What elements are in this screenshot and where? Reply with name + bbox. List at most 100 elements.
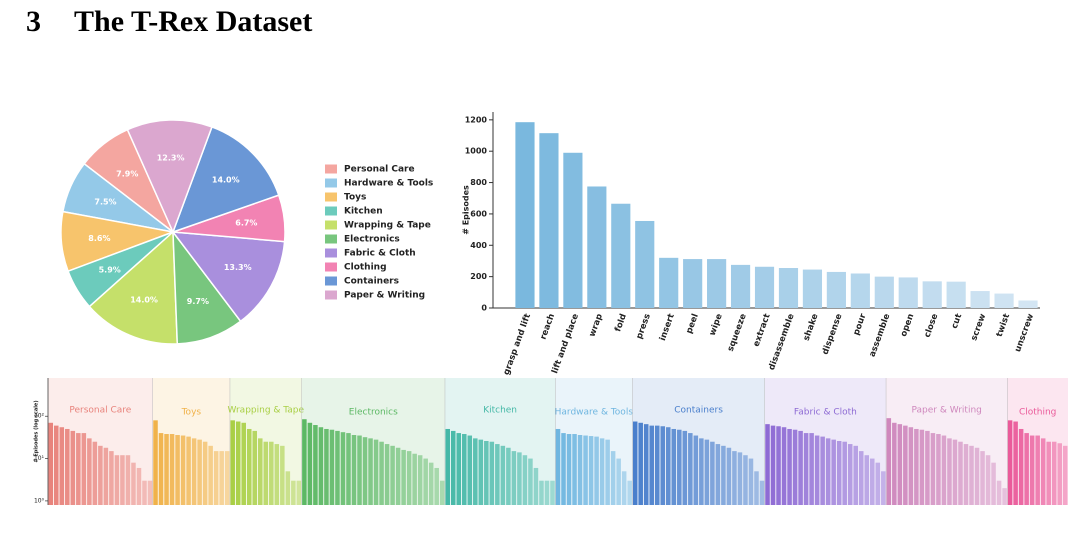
bar <box>428 462 434 505</box>
bar <box>814 435 820 505</box>
bar <box>495 444 500 505</box>
bar <box>919 429 925 505</box>
bar <box>269 441 274 505</box>
bar <box>285 471 291 505</box>
bar <box>659 257 679 308</box>
legend-label: Paper & Writing <box>344 291 425 301</box>
bar <box>936 434 941 505</box>
bar <box>131 462 136 505</box>
bar <box>994 293 1014 308</box>
bar <box>1018 300 1038 308</box>
bar <box>864 455 870 505</box>
bar <box>307 422 313 505</box>
bar <box>473 438 478 505</box>
bar <box>707 259 727 308</box>
legend-label: Fabric & Cloth <box>344 249 416 259</box>
x-tick-label: pour <box>852 312 869 337</box>
bar <box>627 480 632 505</box>
bar <box>946 281 966 308</box>
bar <box>710 441 715 505</box>
legend-swatch <box>325 276 337 286</box>
bar <box>164 434 169 505</box>
bar <box>175 435 180 505</box>
x-tick-label: shake <box>802 312 821 342</box>
bar <box>533 467 539 505</box>
bar <box>836 440 842 505</box>
bar <box>765 424 770 505</box>
bar <box>693 435 699 505</box>
slice-label: 9.7% <box>187 297 209 306</box>
bar <box>621 471 627 505</box>
bar <box>235 421 241 505</box>
bar <box>1002 488 1007 505</box>
bar <box>241 422 246 505</box>
pie-slice <box>171 126 280 234</box>
bar <box>952 439 958 505</box>
bar <box>875 462 881 505</box>
bar <box>406 451 412 505</box>
y-tick-label: 1200 <box>465 115 488 124</box>
bar <box>456 433 462 505</box>
legend-swatch <box>325 206 337 216</box>
slice-label: 8.6% <box>88 234 110 243</box>
bar <box>506 447 511 505</box>
bar <box>563 152 583 308</box>
bar <box>324 428 329 505</box>
y-tick-label: 800 <box>470 178 487 187</box>
bar <box>610 451 616 505</box>
bar <box>120 455 125 505</box>
bar <box>847 444 853 505</box>
bar <box>142 480 147 505</box>
bar <box>158 433 164 505</box>
bar <box>70 430 76 505</box>
bar <box>792 429 798 505</box>
bar <box>594 436 599 505</box>
bar <box>252 430 258 505</box>
bar <box>213 451 219 505</box>
bar <box>892 422 897 505</box>
legend-label: Clothing <box>344 263 387 273</box>
bar <box>280 445 285 505</box>
bar <box>445 428 450 505</box>
bar <box>683 259 703 308</box>
bar <box>291 480 296 505</box>
bar <box>1029 435 1035 505</box>
legend-label: Containers <box>344 277 399 287</box>
bar <box>81 433 87 505</box>
bar <box>484 440 489 505</box>
bar <box>643 424 649 505</box>
bar <box>809 433 814 505</box>
bar <box>726 447 732 505</box>
bar <box>263 441 269 505</box>
bar <box>136 467 142 505</box>
bar <box>1046 441 1051 505</box>
bar <box>1007 420 1013 505</box>
legend-label: Hardware & Tools <box>344 179 433 189</box>
bar <box>191 438 197 505</box>
bar <box>588 436 594 505</box>
bar <box>970 291 990 308</box>
bar <box>208 445 213 505</box>
y-tick-label: 200 <box>470 272 487 281</box>
bar <box>500 445 506 505</box>
bar <box>583 435 588 505</box>
bar <box>1018 428 1024 505</box>
bar <box>114 455 120 505</box>
x-tick-label: close <box>923 312 941 339</box>
bar <box>258 438 263 505</box>
pie-slice <box>171 231 286 323</box>
bar <box>1051 441 1057 505</box>
group-label: Personal Care <box>69 406 131 416</box>
bar <box>59 427 65 505</box>
x-tick-label: unscrew <box>1013 312 1036 353</box>
bar <box>1062 445 1068 505</box>
bar <box>666 427 671 505</box>
x-tick-label: cut <box>950 312 965 330</box>
bar <box>351 435 357 505</box>
x-tick-label: press <box>635 312 653 340</box>
bar <box>787 428 792 505</box>
legend-label: Electronics <box>344 235 400 245</box>
bar <box>417 455 423 505</box>
legend-swatch <box>325 192 337 202</box>
bar <box>318 427 324 505</box>
